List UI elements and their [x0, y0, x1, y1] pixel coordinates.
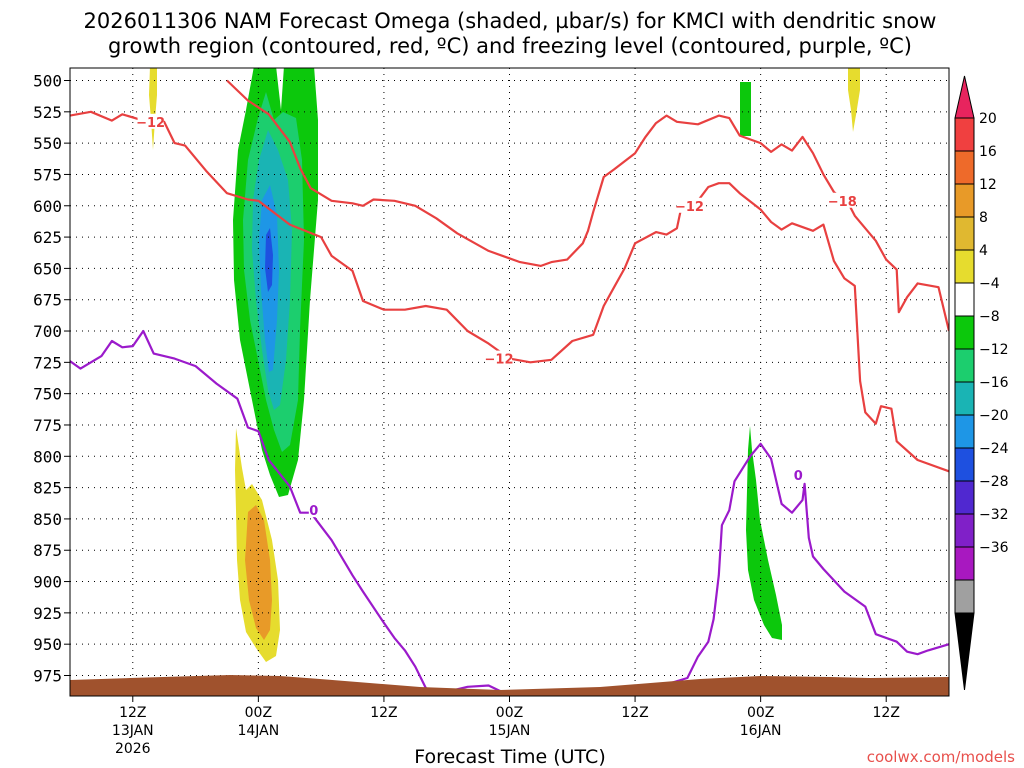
contour-label--12-0-0: −12	[136, 116, 165, 131]
x-tick-year-6: 2026	[115, 741, 151, 757]
colorbar-label-7: −12	[979, 342, 1009, 358]
x-tick-label-66: 00Z	[747, 705, 774, 721]
colorbar-box-12	[954, 480, 975, 515]
y-tick-label-600: 600	[33, 197, 62, 216]
x-axis: 12Z 13JAN 2026 00Z 14JAN 12Z 00Z 15JAN 12Z 00Z 16J…	[112, 696, 900, 757]
omega-fill-minus-4-day3	[746, 426, 782, 640]
y-tick-label-675: 675	[33, 291, 62, 310]
omega-fill-plus-4-top-left	[149, 68, 157, 150]
y-tick-label-625: 625	[33, 228, 62, 247]
grid	[70, 68, 949, 696]
colorbar-box-3	[954, 183, 975, 218]
y-tick-label-750: 750	[33, 385, 62, 404]
colorbar-label-11: −28	[979, 474, 1009, 490]
colorbar-box-6	[954, 282, 975, 317]
colorbar-label-10: −24	[979, 441, 1009, 457]
contour-label-0-2-0: 0	[309, 504, 318, 519]
colorbar-box-7	[954, 315, 975, 350]
colorbar-label-5: −4	[979, 276, 1000, 292]
colorbar-box-1	[954, 117, 975, 152]
y-tick-label-550: 550	[33, 134, 62, 153]
x-tick-date-18: 14JAN	[237, 723, 279, 739]
contour-label--12-0-1: −12	[485, 353, 514, 368]
y-tick-label-500: 500	[33, 72, 62, 91]
colorbar-box-14	[954, 546, 975, 581]
y-tick-label-975: 975	[33, 667, 62, 686]
contour-label-bg--18-1-0	[829, 192, 856, 208]
y-tick-label-650: 650	[33, 259, 62, 278]
colorbar-label-8: −16	[979, 375, 1009, 391]
contour-label-bg--12-0-1	[486, 350, 513, 366]
x-tick-date-6: 13JAN	[112, 723, 154, 739]
y-tick-label-775: 775	[33, 416, 62, 435]
y-tick-label-850: 850	[33, 510, 62, 529]
colorbar-label-1: 16	[979, 144, 997, 160]
colorbar-box-11	[954, 447, 975, 482]
x-tick-label-78: 12Z	[873, 705, 900, 721]
colorbar-label-9: −20	[979, 408, 1009, 424]
x-axis-title: Forecast Time (UTC)	[414, 746, 605, 768]
contour-label--18-1-0: −18	[828, 195, 857, 210]
omega-fill-minus-4-top	[740, 82, 751, 136]
colorbar-label-4: 4	[979, 243, 988, 259]
colorbar-label-3: 8	[979, 210, 988, 226]
x-tick-date-66: 16JAN	[740, 723, 782, 739]
omega-fill-plus-4-top-right	[848, 68, 860, 132]
y-tick-label-950: 950	[33, 635, 62, 654]
y-axis: 500 525 550 575 600 625 650 675 700 725 750 775 800 8…	[33, 72, 70, 686]
contour-label-bg-0-2-1	[793, 467, 804, 483]
y-tick-label-575: 575	[33, 165, 62, 184]
x-tick-label-18: 00Z	[245, 705, 272, 721]
colorbar-label-6: −8	[979, 309, 1000, 325]
contour-line-temperature_C--12-0	[70, 110, 949, 473]
colorbar-box-2	[954, 150, 975, 185]
plot-area	[70, 68, 949, 696]
y-tick-label-875: 875	[33, 541, 62, 560]
chart-title-line-1: 2026011306 NAM Forecast Omega (shaded, µ…	[84, 9, 937, 33]
colorbar-box-10	[954, 414, 975, 449]
x-tick-label-42: 00Z	[496, 705, 523, 721]
contour-label--12-0-2: −12	[675, 200, 704, 215]
colorbar-box-13	[954, 513, 975, 548]
contour-line-temperature_C--18-1	[226, 79, 949, 332]
colorbar-box-15	[954, 579, 975, 614]
colorbar-box-9	[954, 381, 975, 416]
colorbar-label-12: −32	[979, 507, 1009, 523]
credit-text: coolwx.com/models	[867, 748, 1015, 766]
x-tick-label-6: 12Z	[119, 705, 146, 721]
contour-label-bg-0-2-0	[308, 502, 319, 518]
x-tick-date-42: 15JAN	[489, 723, 531, 739]
colorbar-arrow-top	[954, 75, 975, 119]
terrain	[70, 675, 949, 696]
y-tick-label-725: 725	[33, 353, 62, 372]
y-tick-label-800: 800	[33, 447, 62, 466]
y-tick-label-825: 825	[33, 479, 62, 498]
x-tick-label-30: 12Z	[370, 705, 397, 721]
colorbar-label-2: 12	[979, 177, 997, 193]
contour-label-bg--12-0-2	[676, 197, 703, 213]
colorbar-label-13: −36	[979, 540, 1009, 556]
colorbar-box-8	[954, 348, 975, 383]
contour-label-0-2-1: 0	[794, 469, 803, 484]
omega-fill-minus-20	[265, 228, 273, 292]
y-tick-label-900: 900	[33, 573, 62, 592]
y-tick-label-525: 525	[33, 103, 62, 122]
contour-label-bg--12-0-0	[137, 113, 164, 129]
y-tick-label-925: 925	[33, 604, 62, 623]
y-tick-label-700: 700	[33, 322, 62, 341]
contour-labels: −12 −12 −12 −18 0 0	[136, 113, 857, 519]
x-tick-label-54: 12Z	[621, 705, 648, 721]
chart-title-line-2: growth region (contoured, red, ºC) and f…	[108, 34, 912, 58]
colorbar-box-5	[954, 249, 975, 284]
colorbar: 20 16 12 8 4 −4 −8 −12 −16 −20 −24 −28 −32 −36	[954, 75, 1009, 691]
colorbar-arrow-bottom	[954, 612, 975, 691]
colorbar-label-0: 20	[979, 111, 997, 127]
colorbar-box-4	[954, 216, 975, 251]
